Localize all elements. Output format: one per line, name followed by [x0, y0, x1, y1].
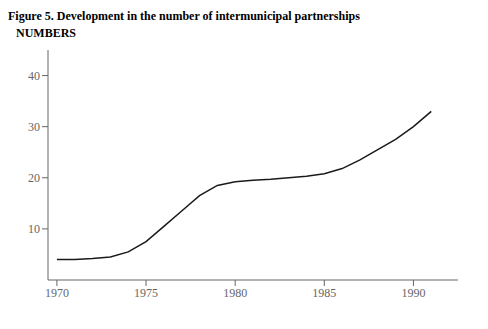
- svg-text:20: 20: [28, 171, 40, 185]
- html-text:Figure 5. Development in the n: Figure 5. Development in the number of i…: [8, 9, 360, 23]
- svg-text:1970: 1970: [45, 286, 69, 300]
- svg-text:1990: 1990: [401, 286, 425, 300]
- html-text:NUMBERS: NUMBERS: [16, 26, 76, 40]
- svg-text:1985: 1985: [312, 286, 336, 300]
- svg-text:30: 30: [28, 120, 40, 134]
- svg-text:10: 10: [28, 222, 40, 236]
- svg-text:40: 40: [28, 69, 40, 83]
- svg-text:1980: 1980: [223, 286, 247, 300]
- svg-text:1975: 1975: [134, 286, 158, 300]
